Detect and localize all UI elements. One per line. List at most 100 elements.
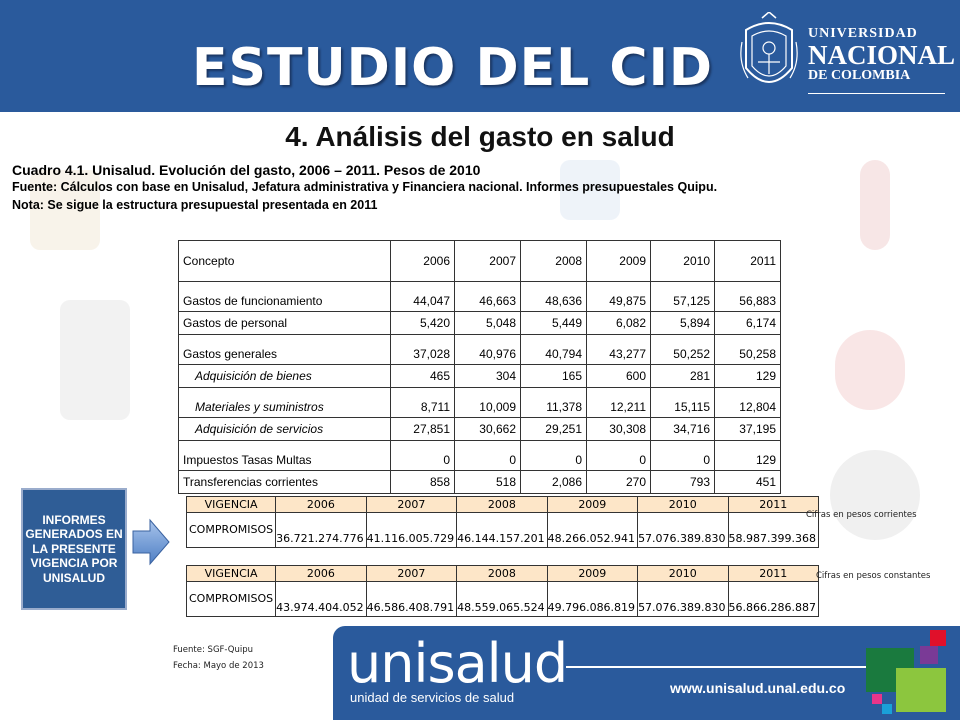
table-cell: 37,195 <box>714 417 781 441</box>
arrow-right-icon <box>132 518 170 566</box>
table-cell: 5,894 <box>650 311 715 335</box>
table-cell: 15,115 <box>650 387 715 418</box>
footnote-source: Fuente: SGF-Quipu <box>173 645 254 655</box>
table-cell: 304 <box>454 364 521 388</box>
table-row: Transferencias corrientes 858 518 2,086 … <box>178 470 781 494</box>
table-cell: 451 <box>714 470 781 494</box>
row-label: Gastos generales <box>178 334 391 365</box>
table-row: Gastos de personal 5,420 5,048 5,449 6,0… <box>178 311 781 335</box>
table-row: Gastos generales 37,028 40,976 40,794 43… <box>178 334 781 365</box>
table-row: Adquisición de bienes 465 304 165 600 28… <box>178 364 781 388</box>
background-decoration <box>30 170 100 250</box>
column-header: 2008 <box>520 240 587 282</box>
column-header: 2006 <box>275 496 367 513</box>
table-cell: 2,086 <box>520 470 587 494</box>
column-header: 2010 <box>637 565 729 582</box>
table-cell: 5,449 <box>520 311 587 335</box>
table-header-row: Concepto 2006 2007 2008 2009 2010 2011 <box>178 240 781 282</box>
page-title: ESTUDIO DEL CID <box>192 38 714 98</box>
website-link[interactable]: www.unisalud.unal.edu.co <box>670 680 846 696</box>
table-cell: 50,258 <box>714 334 781 365</box>
column-header: 2011 <box>727 496 820 513</box>
column-header: 2011 <box>714 240 781 282</box>
table-row: Adquisición de servicios 27,851 30,662 2… <box>178 417 781 441</box>
table-cell: 165 <box>520 364 587 388</box>
table-cell: 36.721.274.776 <box>275 512 367 548</box>
table-cell: 518 <box>454 470 521 494</box>
decorative-square <box>872 694 882 704</box>
table-cell: 129 <box>714 440 781 471</box>
column-header: 2008 <box>456 496 548 513</box>
column-header: 2008 <box>456 565 548 582</box>
table-cell: 281 <box>650 364 715 388</box>
table-cell: 40,794 <box>520 334 587 365</box>
table-row: COMPROMISOS 43.974.404.052 46.586.408.79… <box>185 581 820 617</box>
table-cell: 465 <box>390 364 455 388</box>
column-header: VIGENCIA <box>185 496 277 513</box>
background-decoration <box>860 160 890 250</box>
table-cell: 43,277 <box>586 334 651 365</box>
table-row: Impuestos Tasas Multas 0 0 0 0 0 129 <box>178 440 781 471</box>
row-label: Impuestos Tasas Multas <box>178 440 391 471</box>
table-cell: 44,047 <box>390 281 455 312</box>
decorative-square <box>920 646 938 664</box>
table-cell: 30,308 <box>586 417 651 441</box>
table-cell: 858 <box>390 470 455 494</box>
footnote-date: Fecha: Mayo de 2013 <box>173 661 264 671</box>
table-cell: 793 <box>650 470 715 494</box>
table-cell: 56,883 <box>714 281 781 312</box>
table-cell: 0 <box>390 440 455 471</box>
divider <box>566 666 866 668</box>
background-decoration <box>835 330 905 410</box>
column-header: Concepto <box>178 240 391 282</box>
decorative-square <box>930 630 946 646</box>
table-cell: 6,174 <box>714 311 781 335</box>
table-cell: 5,420 <box>390 311 455 335</box>
table-source: Fuente: Cálculos con base en Unisalud, J… <box>12 180 718 194</box>
table-header-row: VIGENCIA 2006 2007 2008 2009 2010 2011 <box>185 565 820 582</box>
row-label: Materiales y suministros <box>178 387 391 418</box>
header-bar: ESTUDIO DEL CID UNIVERSIDAD NACIONAL DE … <box>0 0 960 112</box>
unisalud-logo: unisalud <box>347 632 568 695</box>
column-header: 2007 <box>454 240 521 282</box>
table-cell: 46,663 <box>454 281 521 312</box>
footer-bar <box>333 626 960 720</box>
table-cell: 0 <box>650 440 715 471</box>
table-cell: 27,851 <box>390 417 455 441</box>
table-cell: 8,711 <box>390 387 455 418</box>
table-cell: 600 <box>586 364 651 388</box>
table-cell: 12,211 <box>586 387 651 418</box>
column-header: 2009 <box>586 240 651 282</box>
column-header: 2007 <box>365 496 458 513</box>
column-header: 2010 <box>650 240 715 282</box>
column-header: 2006 <box>390 240 455 282</box>
row-label: Gastos de personal <box>178 311 391 335</box>
table-cell: 43.974.404.052 <box>275 581 367 617</box>
table-cell: 57.076.389.830 <box>637 512 729 548</box>
table-cell: 0 <box>586 440 651 471</box>
university-name: UNIVERSIDAD NACIONAL DE COLOMBIA <box>808 26 956 83</box>
divider <box>808 93 945 94</box>
background-decoration <box>560 160 620 220</box>
row-label: COMPROMISOS <box>185 512 277 548</box>
decorative-square <box>896 668 946 712</box>
currency-note: Cifras en pesos corrientes <box>806 510 917 520</box>
table-row: Gastos de funcionamiento 44,047 46,663 4… <box>178 281 781 312</box>
table-cell: 49.796.086.819 <box>546 581 639 617</box>
table-cell: 48.266.052.941 <box>546 512 639 548</box>
table-cell: 48.559.065.524 <box>456 581 548 617</box>
table-caption: Cuadro 4.1. Unisalud. Evolución del gast… <box>12 162 481 178</box>
info-box: INFORMES GENERADOS EN LA PRESENTE VIGENC… <box>21 488 127 610</box>
table-cell: 49,875 <box>586 281 651 312</box>
column-header: 2006 <box>275 565 367 582</box>
table-cell: 56.866.286.887 <box>727 581 820 617</box>
table-row: COMPROMISOS 36.721.274.776 41.116.005.72… <box>185 512 820 548</box>
table-cell: 5,048 <box>454 311 521 335</box>
table-cell: 34,716 <box>650 417 715 441</box>
table-cell: 41.116.005.729 <box>365 512 458 548</box>
table-cell: 46.144.157.201 <box>456 512 548 548</box>
row-label: Adquisición de bienes <box>178 364 391 388</box>
table-cell: 50,252 <box>650 334 715 365</box>
unisalud-subtitle: unidad de servicios de salud <box>350 690 515 705</box>
row-label: Transferencias corrientes <box>178 470 391 494</box>
